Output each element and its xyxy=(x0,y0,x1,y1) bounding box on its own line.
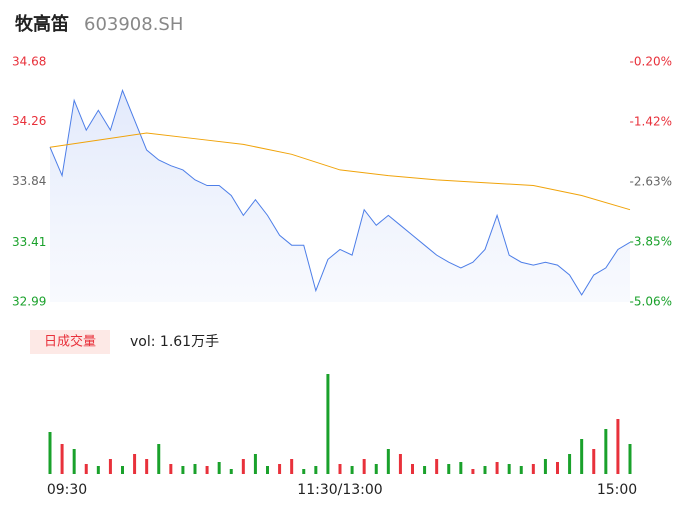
volume-bar xyxy=(72,449,76,474)
y2-tick-label: -0.20% xyxy=(630,55,672,69)
price-line xyxy=(49,88,631,296)
volume-bar xyxy=(362,459,366,474)
volume-bar xyxy=(338,464,342,474)
y2-tick-label: -1.42% xyxy=(630,115,672,129)
volume-bar xyxy=(241,459,245,474)
volume-bar xyxy=(145,459,149,474)
volume-bar xyxy=(616,419,620,474)
volume-bar xyxy=(266,466,269,474)
volume-bar xyxy=(423,466,427,474)
price-area xyxy=(50,90,630,302)
volume-bar xyxy=(628,444,632,474)
volume-bar xyxy=(350,466,354,474)
volume-bar xyxy=(580,439,584,474)
volume-total: vol: 1.61万手 xyxy=(130,334,219,350)
y-tick-label: 32.99 xyxy=(12,295,46,309)
stock-name: 牧高笛 xyxy=(15,13,69,35)
volume-bar xyxy=(568,454,572,474)
volume-bar xyxy=(507,464,511,474)
volume-bar xyxy=(519,466,523,474)
volume-bar xyxy=(592,449,596,474)
average-line xyxy=(49,132,631,211)
y2-tick-label: -3.85% xyxy=(630,235,672,249)
volume-bar xyxy=(290,459,294,474)
volume-bar xyxy=(48,432,52,474)
volume-bar xyxy=(96,466,100,474)
volume-bar xyxy=(205,466,209,474)
volume-bar xyxy=(121,466,124,474)
x-tick-label: 15:00 xyxy=(597,482,637,498)
volume-bar xyxy=(556,462,559,474)
volume-bar xyxy=(447,464,451,474)
volume-bar xyxy=(60,444,64,474)
volume-label-bg xyxy=(30,330,110,354)
volume-bar xyxy=(604,429,608,474)
y2-tick-label: -2.63% xyxy=(630,175,672,189)
volume-bar xyxy=(435,459,439,474)
volume-bar xyxy=(314,466,318,474)
volume-bar xyxy=(471,469,475,474)
volume-bar xyxy=(543,459,547,474)
stock-code: 603908.SH xyxy=(84,14,183,35)
volume-bar xyxy=(169,464,173,474)
y-tick-label: 33.84 xyxy=(12,174,46,188)
volume-bar xyxy=(229,469,233,474)
volume-bar xyxy=(483,466,487,474)
y2-tick-label: -5.06% xyxy=(630,295,672,309)
volume-bar xyxy=(459,462,463,474)
volume-bar xyxy=(84,464,88,474)
x-tick-label: 11:30/13:00 xyxy=(297,482,382,498)
volume-bar xyxy=(108,459,112,474)
y-tick-label: 33.41 xyxy=(12,235,46,249)
volume-bar xyxy=(181,466,185,474)
volume-label: 日成交量 xyxy=(44,334,96,350)
volume-bar xyxy=(326,374,330,474)
volume-bar xyxy=(531,464,535,474)
x-tick-label: 09:30 xyxy=(47,482,87,498)
volume-bar xyxy=(253,454,257,474)
volume-bar xyxy=(157,444,161,474)
y-tick-label: 34.26 xyxy=(12,114,46,128)
y-tick-label: 34.68 xyxy=(12,55,46,69)
volume-bar xyxy=(278,464,282,474)
volume-bar xyxy=(495,462,499,474)
volume-bar xyxy=(374,464,378,474)
volume-bar xyxy=(133,454,137,474)
volume-bar xyxy=(217,462,221,474)
volume-bar xyxy=(302,469,306,474)
volume-bar xyxy=(193,464,197,474)
volume-bar xyxy=(398,454,402,474)
volume-bar xyxy=(411,464,414,474)
volume-bar xyxy=(386,449,390,474)
